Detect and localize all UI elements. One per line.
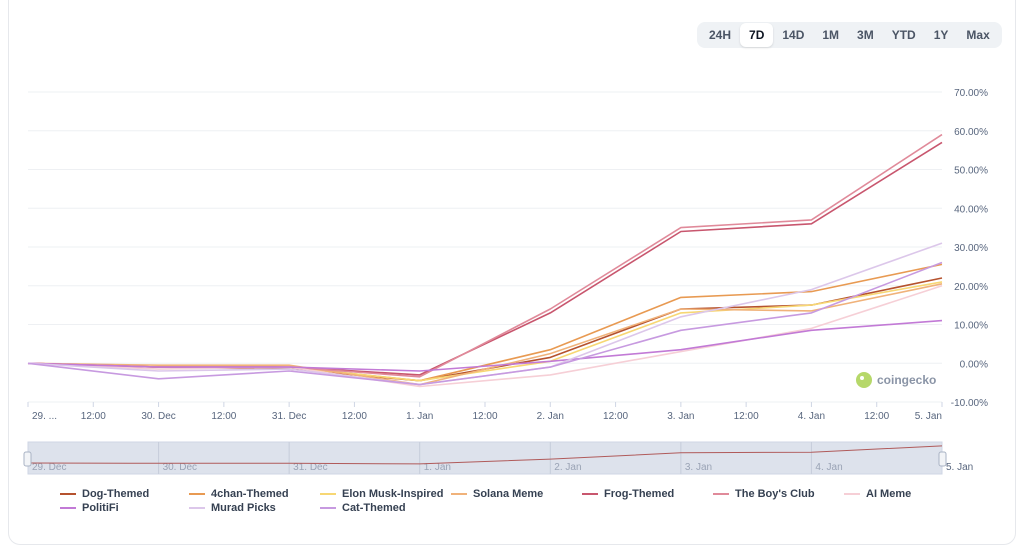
range-navigator: 29. Dec 30. Dec 31. Dec 1. Jan 2. Jan 3. Jan 4…: [23, 441, 973, 475]
chart-grid: [28, 91, 942, 403]
navigator-tick-label: 2. Jan: [554, 462, 581, 473]
series-line-cat-themed[interactable]: [27, 261, 943, 386]
legend-label: 4chan-Themed: [211, 488, 289, 500]
x-tick-label: 12:00: [342, 411, 367, 422]
navigator-tick-label: 5. Jan: [946, 462, 973, 473]
range-button-24h[interactable]: 24H: [709, 28, 732, 42]
navigator-left-handle[interactable]: [23, 451, 32, 467]
y-tick-label: 70.00%: [954, 88, 988, 99]
x-tick-label: 12:00: [472, 411, 497, 422]
range-button-max[interactable]: Max: [966, 28, 990, 42]
legend-swatch: [189, 507, 205, 509]
x-axis: 29. ... 12:00 30. Dec 12:00 31. Dec 12:00 1. J…: [27, 402, 943, 422]
navigator-tick-label: 29. Dec: [32, 462, 66, 473]
y-axis: 70.00% 60.00% 50.00% 40.00% 30.00% 20.00% 10.0…: [951, 88, 988, 409]
legend-swatch: [320, 507, 336, 509]
legend-item-4chan-themed[interactable]: 4chan-Themed: [189, 488, 289, 500]
navigator-tick-label: 30. Dec: [163, 462, 197, 473]
navigator-series-line: [27, 445, 943, 465]
legend-swatch: [320, 493, 336, 495]
legend-swatch: [713, 493, 729, 495]
legend-swatch: [451, 493, 467, 495]
legend-label: PolitiFi: [82, 502, 119, 514]
range-button-14d[interactable]: 14D: [782, 28, 805, 42]
y-tick-label: 0.00%: [960, 359, 988, 370]
navigator-right-handle[interactable]: [938, 451, 947, 467]
navigator-tick-label: 31. Dec: [293, 462, 327, 473]
series-line-the-boy-s-club[interactable]: [27, 133, 943, 378]
legend-label: Elon Musk-Inspired: [342, 488, 444, 500]
x-tick-label: 4. Jan: [798, 411, 825, 422]
legend-swatch: [60, 507, 76, 509]
series-line-frog-themed[interactable]: [27, 141, 943, 376]
x-tick-label: 1. Jan: [406, 411, 433, 422]
x-tick-label: 12:00: [864, 411, 889, 422]
legend-label: Solana Meme: [473, 488, 544, 500]
x-tick-label: 12:00: [603, 411, 628, 422]
y-tick-label: -10.00%: [951, 398, 988, 409]
navigator-tick-label: 3. Jan: [685, 462, 712, 473]
legend-label: The Boy's Club: [735, 488, 815, 500]
legend-item-elon-musk-inspired[interactable]: Elon Musk-Inspired: [320, 488, 443, 500]
y-tick-label: 50.00%: [954, 166, 988, 177]
x-tick-label: 2. Jan: [537, 411, 564, 422]
navigator-tick-label: 4. Jan: [815, 462, 842, 473]
legend-item-cat-themed[interactable]: Cat-Themed: [320, 502, 406, 514]
x-tick-label: 3. Jan: [667, 411, 694, 422]
x-tick-label: 31. Dec: [272, 411, 306, 422]
range-button-3m[interactable]: 3M: [857, 28, 874, 42]
navigator-selection[interactable]: [27, 441, 943, 475]
x-tick-label: 12:00: [81, 411, 106, 422]
legend-item-solana-meme[interactable]: Solana Meme: [451, 488, 543, 500]
legend-item-politifi[interactable]: PolitiFi: [60, 502, 119, 514]
coingecko-watermark: coingecko: [856, 372, 936, 388]
range-button-7d[interactable]: 7D: [740, 23, 774, 47]
series-line-ai-meme[interactable]: [27, 285, 943, 388]
y-tick-label: 40.00%: [954, 204, 988, 215]
x-tick-label: 29. ...: [32, 411, 57, 422]
legend-label: Dog-Themed: [82, 488, 150, 500]
legend-swatch: [189, 493, 205, 495]
legend-label: Cat-Themed: [342, 502, 406, 514]
x-tick-label: 12:00: [211, 411, 236, 422]
time-range-selector: 24H 7D 14D 1M 3M YTD 1Y Max: [697, 22, 1002, 48]
legend-label: AI Meme: [866, 488, 912, 500]
navigator-tick-label: 1. Jan: [424, 462, 451, 473]
x-tick-label: 30. Dec: [141, 411, 175, 422]
series-line-politifi[interactable]: [27, 319, 943, 372]
legend-label: Murad Picks: [211, 502, 276, 514]
y-tick-label: 20.00%: [954, 282, 988, 293]
coingecko-logo-icon: [856, 372, 872, 388]
y-tick-label: 60.00%: [954, 127, 988, 138]
series-lines: [27, 133, 943, 388]
legend-item-the-boy-s-club[interactable]: The Boy's Club: [713, 488, 815, 500]
legend-swatch: [60, 493, 76, 495]
x-tick-label: 12:00: [734, 411, 759, 422]
legend-item-ai-meme[interactable]: AI Meme: [844, 488, 911, 500]
range-button-ytd[interactable]: YTD: [891, 28, 916, 42]
legend-swatch: [844, 493, 860, 495]
x-tick-label: 5. Jan: [915, 411, 942, 422]
legend-item-frog-themed[interactable]: Frog-Themed: [582, 488, 674, 500]
range-button-1y[interactable]: 1Y: [933, 28, 949, 42]
legend-swatch: [582, 493, 598, 495]
legend-item-murad-picks[interactable]: Murad Picks: [189, 502, 276, 514]
legend-label: Frog-Themed: [604, 488, 675, 500]
y-tick-label: 30.00%: [954, 243, 988, 254]
legend-item-dog-themed[interactable]: Dog-Themed: [60, 488, 149, 500]
range-button-1m[interactable]: 1M: [822, 28, 840, 42]
series-line-solana-meme[interactable]: [27, 283, 943, 386]
watermark-text: coingecko: [877, 373, 937, 387]
y-tick-label: 10.00%: [954, 321, 988, 332]
